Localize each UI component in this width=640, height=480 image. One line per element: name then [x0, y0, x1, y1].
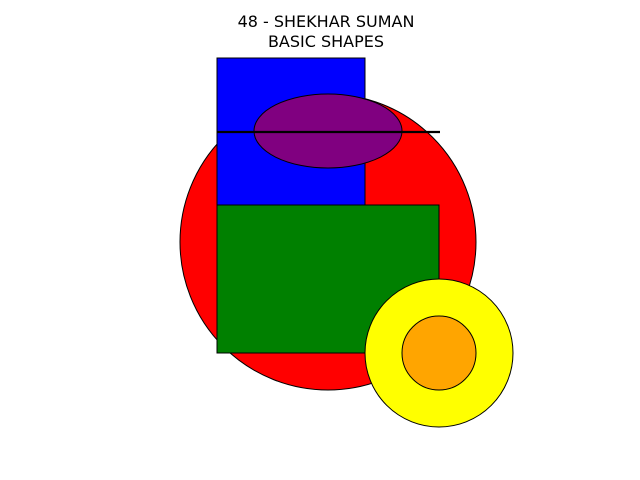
figure-title-line-1: 48 - SHEKHAR SUMAN	[237, 12, 415, 31]
figure-title: 48 - SHEKHAR SUMAN BASIC SHAPES	[0, 12, 640, 52]
orange-circle	[401, 315, 477, 391]
figure-title-line-2: BASIC SHAPES	[267, 32, 385, 51]
